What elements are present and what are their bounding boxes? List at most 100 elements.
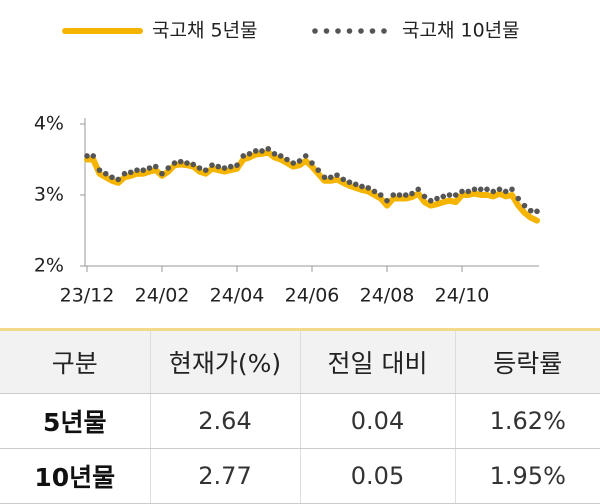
series-dot [165, 165, 172, 171]
series-dot [84, 153, 90, 159]
series-dot [346, 179, 353, 186]
series-dot [184, 160, 190, 166]
legend-swatch [369, 28, 376, 34]
series-dot [359, 183, 365, 190]
series-dot [459, 188, 465, 195]
legend-swatch [323, 28, 330, 34]
cell: 10년물 [0, 448, 150, 504]
cell: 0.04 [299, 393, 455, 449]
series-dot [134, 167, 140, 173]
series-dot [140, 167, 147, 173]
header-cell: 구분 [0, 329, 150, 394]
series-dot [277, 153, 284, 159]
series-dot [334, 172, 340, 178]
x-tick-label: 24/06 [285, 285, 340, 307]
x-tick-label: 24/10 [435, 285, 490, 307]
series-dot [90, 153, 97, 159]
series-dot [159, 170, 165, 177]
series-dot [209, 162, 215, 168]
series-dot [409, 190, 415, 197]
series-dot [440, 193, 447, 200]
legend-swatch [358, 28, 364, 34]
series-dot [390, 192, 397, 198]
header-cell: 등락률 [454, 329, 600, 394]
series-dot [340, 176, 347, 183]
series-dot [234, 162, 240, 168]
y-tick-label: 2% [34, 255, 64, 277]
series-dot [465, 188, 472, 195]
series-dot [227, 163, 234, 170]
legend-swatch [346, 28, 353, 34]
x-tick-label: 24/08 [360, 285, 415, 307]
series-dot [290, 160, 297, 166]
series-dot [477, 186, 484, 193]
series-dot [127, 169, 134, 176]
series-dot [521, 202, 528, 209]
legend-label: 국고채 10년물 [402, 20, 520, 42]
series-dot [490, 188, 497, 195]
row: 5년물 2.64 0.04 1.62% [0, 393, 600, 449]
series-dot [171, 160, 178, 166]
series-dot [471, 186, 478, 193]
series-dot [246, 151, 253, 157]
legend-swatch [312, 28, 318, 34]
header-cell: 전일 대비 [299, 329, 455, 394]
series-dot [371, 188, 378, 195]
series-dot [321, 174, 328, 181]
series-dot [259, 148, 265, 154]
series-dot [109, 174, 115, 181]
chart: 2% 3% 4% 23/12 24/02 24/04 24/06 24/08 24/10 국고채 … [34, 20, 540, 307]
series-dot [527, 207, 534, 214]
cell: 0.05 [299, 448, 455, 504]
series-dot [296, 158, 303, 164]
series-dot [96, 167, 103, 173]
series-dot [377, 192, 384, 198]
series-dot [190, 161, 197, 168]
series-dot [509, 186, 515, 193]
x-tick-label: 24/02 [135, 285, 190, 307]
series-dot [265, 146, 272, 152]
cell: 1.95% [454, 448, 600, 504]
series-dot [427, 197, 434, 204]
header-cell: 현재가(%) [149, 329, 300, 394]
series-dot [365, 185, 372, 191]
legend-label: 국고채 5년물 [152, 20, 258, 42]
series-dot [252, 148, 259, 154]
series-dot [515, 195, 522, 202]
series-dot [271, 151, 278, 157]
series-dot [352, 181, 359, 188]
series-dot [502, 188, 509, 195]
series-dot [496, 186, 503, 193]
series-dot [115, 176, 122, 183]
series-dot [202, 167, 209, 173]
series-dot [446, 192, 453, 198]
series-dot [221, 165, 228, 171]
series-dot [534, 208, 540, 215]
quote-table: 구분 현재가(%) 전일 대비 등락률 5년물 2.64 0.04 1.62% … [0, 328, 600, 504]
cell: 2.64 [149, 393, 300, 449]
series-dot [327, 174, 334, 181]
series-dot [402, 192, 409, 198]
legend-swatch [335, 28, 341, 34]
series-dot [215, 163, 222, 170]
y-tick-label: 4% [34, 113, 64, 135]
series-dot [284, 156, 290, 163]
header-row: 구분 현재가(%) 전일 대비 등락률 [0, 329, 600, 394]
y-tick-label: 3% [34, 184, 64, 206]
series-dot [177, 158, 184, 165]
series-dot [309, 160, 315, 166]
x-tick-label: 23/12 [60, 285, 115, 307]
series-dot [421, 193, 428, 200]
series-dot [121, 170, 128, 177]
series-dot [240, 153, 247, 159]
series-dot [484, 186, 490, 193]
series-dot [146, 165, 153, 171]
series-dot [315, 167, 322, 173]
series-dot [302, 153, 309, 159]
series-dot [152, 163, 159, 170]
cell: 5년물 [0, 393, 150, 449]
cell: 1.62% [454, 393, 600, 449]
series-dot [384, 197, 390, 204]
series-dot [434, 195, 440, 202]
